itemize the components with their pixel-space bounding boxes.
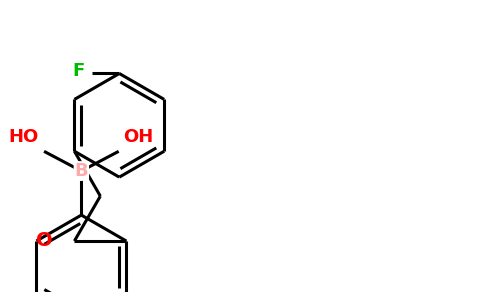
Text: F: F [73,62,85,80]
Text: B: B [75,162,88,180]
Text: O: O [36,232,52,250]
Text: HO: HO [9,128,39,146]
Text: OH: OH [123,128,154,146]
